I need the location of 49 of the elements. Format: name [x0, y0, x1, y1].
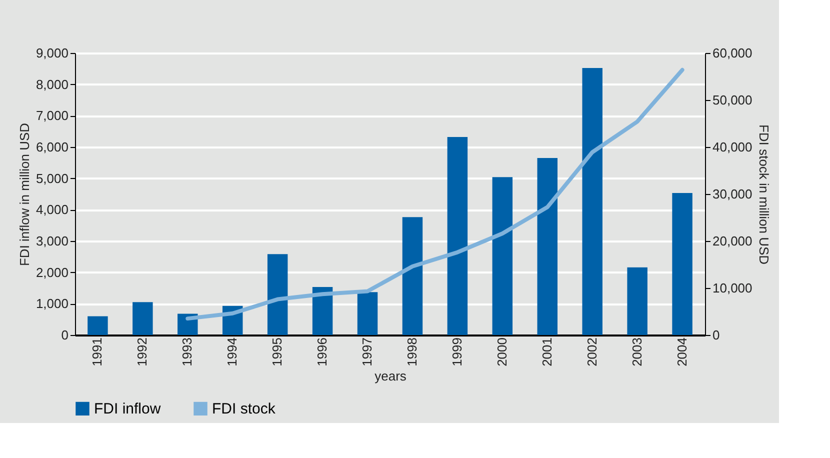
x-tick-label: 1999: [449, 338, 464, 366]
y-tick-label: 5,000: [36, 170, 68, 186]
y2-axis-title: FDI stock in million USD: [756, 124, 772, 265]
legend-label: FDI stock: [212, 400, 276, 418]
bar: [312, 287, 333, 335]
y-axis-title: FDI inflow in million USD: [16, 122, 32, 266]
x-tick-label: 1992: [134, 338, 150, 366]
bar: [672, 193, 692, 335]
y2-tick-label: 0: [712, 328, 720, 342]
x-tick-label: 2003: [629, 338, 644, 366]
y-tick-label: 3,000: [36, 234, 68, 248]
y2-tick-label: 30,000: [712, 186, 752, 202]
x-tick-label: 2001: [539, 338, 554, 366]
x-axis-title: years: [374, 368, 407, 384]
bar: [357, 292, 378, 335]
y2-tick-label: 50,000: [712, 92, 752, 108]
y-tick-label: 9,000: [36, 46, 68, 60]
y-tick-label: 1,000: [36, 296, 68, 312]
x-tick-label: 1996: [314, 338, 330, 366]
legend-label: FDI inflow: [94, 400, 161, 418]
y2-tick-label: 40,000: [712, 140, 752, 154]
bar: [132, 302, 153, 335]
bar: [267, 254, 288, 335]
x-tick-label: 2004: [674, 338, 690, 366]
bar: [88, 316, 108, 335]
bar: [582, 68, 602, 335]
y2-tick-label: 10,000: [712, 280, 752, 296]
x-tick-label: 1991: [90, 338, 105, 366]
x-tick-label: 2000: [494, 338, 510, 366]
y-tick-label: 2,000: [36, 264, 68, 280]
x-tick-label: 2002: [584, 338, 600, 366]
y2-tick-label: 20,000: [712, 234, 752, 248]
x-tick-label: 1998: [404, 338, 420, 366]
x-tick-label: 1995: [270, 338, 285, 366]
bar: [402, 217, 423, 335]
bar: [627, 267, 648, 335]
bar: [492, 177, 513, 335]
y-tick-label: 7,000: [36, 108, 68, 124]
y-tick-label: 4,000: [36, 202, 68, 218]
x-tick-label: 1993: [180, 338, 195, 366]
y2-tick-label: 60,000: [712, 46, 752, 60]
x-tick-label: 1994: [224, 338, 240, 366]
bar: [537, 158, 558, 335]
y-tick-label: 0: [61, 328, 68, 342]
bar: [447, 136, 468, 335]
x-tick-label: 1997: [360, 338, 375, 366]
y-tick-label: 8,000: [36, 76, 68, 92]
line-series: [186, 68, 684, 321]
y-tick-label: 6,000: [36, 140, 68, 154]
